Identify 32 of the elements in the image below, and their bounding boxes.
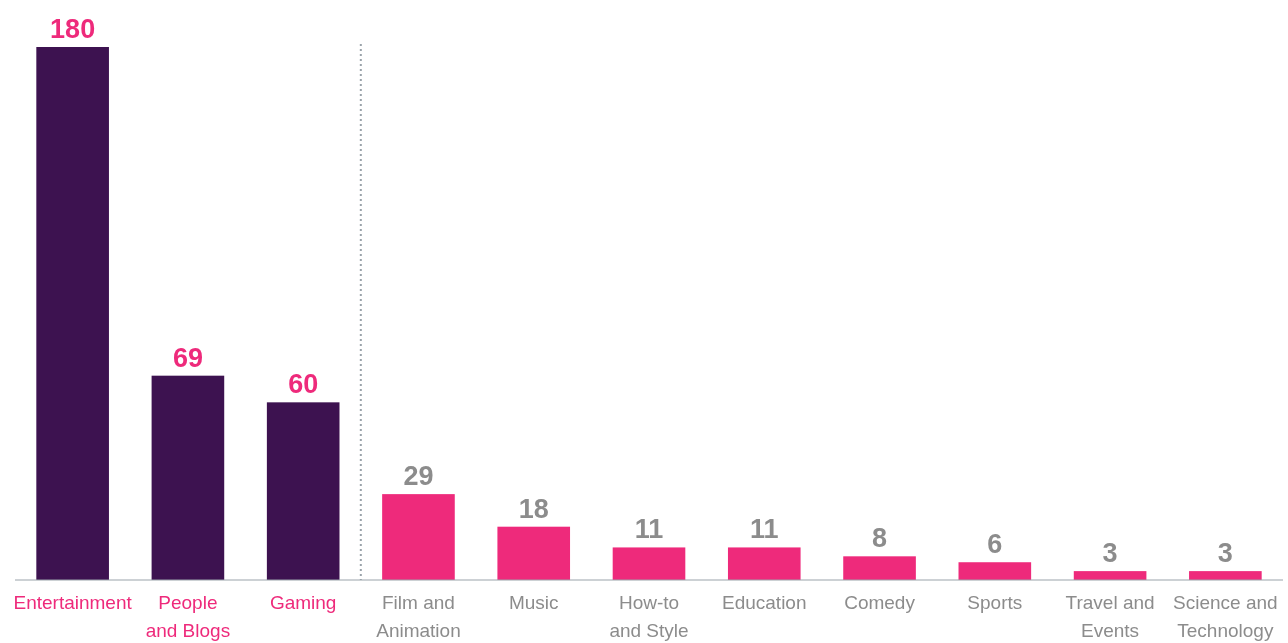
bar: [497, 526, 571, 580]
data-label: 11: [750, 514, 779, 545]
x-tick-label: How-to and Style: [609, 592, 689, 641]
data-label: 8: [872, 523, 888, 554]
data-label: 6: [987, 529, 1003, 560]
x-tick-label: Travel and Events: [1065, 592, 1155, 641]
bar: [727, 547, 801, 580]
bar: [36, 47, 109, 580]
bar: [266, 402, 340, 580]
bar: [1189, 571, 1262, 580]
bar: [382, 494, 455, 580]
data-label: 29: [403, 461, 434, 492]
x-tick-label: Gaming: [269, 592, 337, 613]
x-tick-label: People and Blogs: [145, 592, 231, 641]
data-label: 3: [1102, 538, 1118, 569]
x-tick-label: Comedy: [844, 592, 916, 613]
x-tick-label: Science and Technology: [1173, 592, 1278, 641]
x-tick-label: Entertainment: [13, 592, 133, 613]
x-tick-label: Music: [508, 592, 559, 613]
bar: [958, 562, 1032, 580]
data-label: 18: [518, 493, 549, 524]
data-label: 3: [1217, 538, 1233, 569]
x-tick-label: Sports: [967, 592, 1023, 613]
data-label: 11: [634, 514, 664, 545]
data-label: 60: [288, 369, 319, 400]
data-label: 180: [50, 14, 96, 44]
x-tick-label: Education: [722, 592, 807, 613]
x-tick-label: Film and Animation: [376, 592, 461, 641]
bar: [151, 375, 225, 580]
bar: [843, 556, 916, 580]
bar: [612, 547, 686, 580]
data-label: 69: [172, 342, 203, 373]
